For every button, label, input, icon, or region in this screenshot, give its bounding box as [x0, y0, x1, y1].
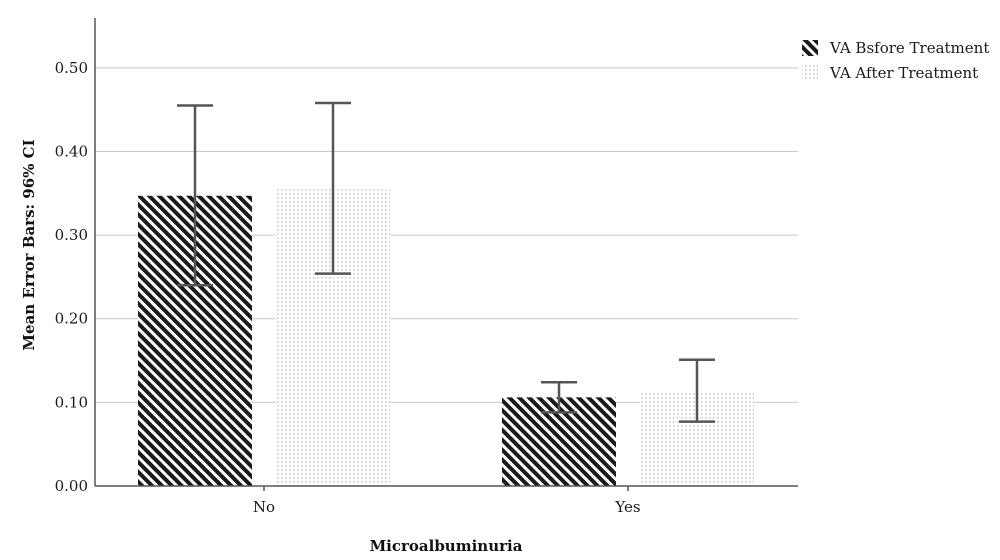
legend: VA Bsfore Treatment VA After Treatment [802, 39, 989, 82]
y-tick-label: 0.20 [55, 310, 88, 328]
x-category-labels: No Yes [253, 498, 641, 516]
y-tick-label: 0.50 [55, 59, 88, 77]
legend-swatch-before [802, 40, 818, 56]
legend-label-after: VA After Treatment [829, 64, 978, 82]
legend-swatch-after [802, 65, 818, 81]
y-tick-label: 0.10 [55, 393, 88, 411]
y-axis-title: Mean Error Bars: 96% CI [20, 139, 38, 350]
error-bar [315, 101, 351, 275]
error-bar [177, 104, 213, 287]
bars [138, 189, 754, 487]
error-bars [177, 101, 715, 423]
x-category-label: Yes [614, 498, 640, 516]
error-bar [679, 358, 715, 423]
x-axis-title: Microalbuminuria [370, 537, 523, 555]
x-category-label: No [253, 498, 275, 516]
y-tick-labels: 0.00 0.10 0.20 0.30 0.40 0.50 [55, 59, 88, 495]
y-tick-label: 0.00 [55, 477, 88, 495]
error-bar [541, 381, 577, 414]
axes [94, 18, 798, 491]
y-tick-label: 0.30 [55, 226, 88, 244]
legend-label-before: VA Bsfore Treatment [829, 39, 989, 57]
y-tick-label: 0.40 [55, 142, 88, 160]
